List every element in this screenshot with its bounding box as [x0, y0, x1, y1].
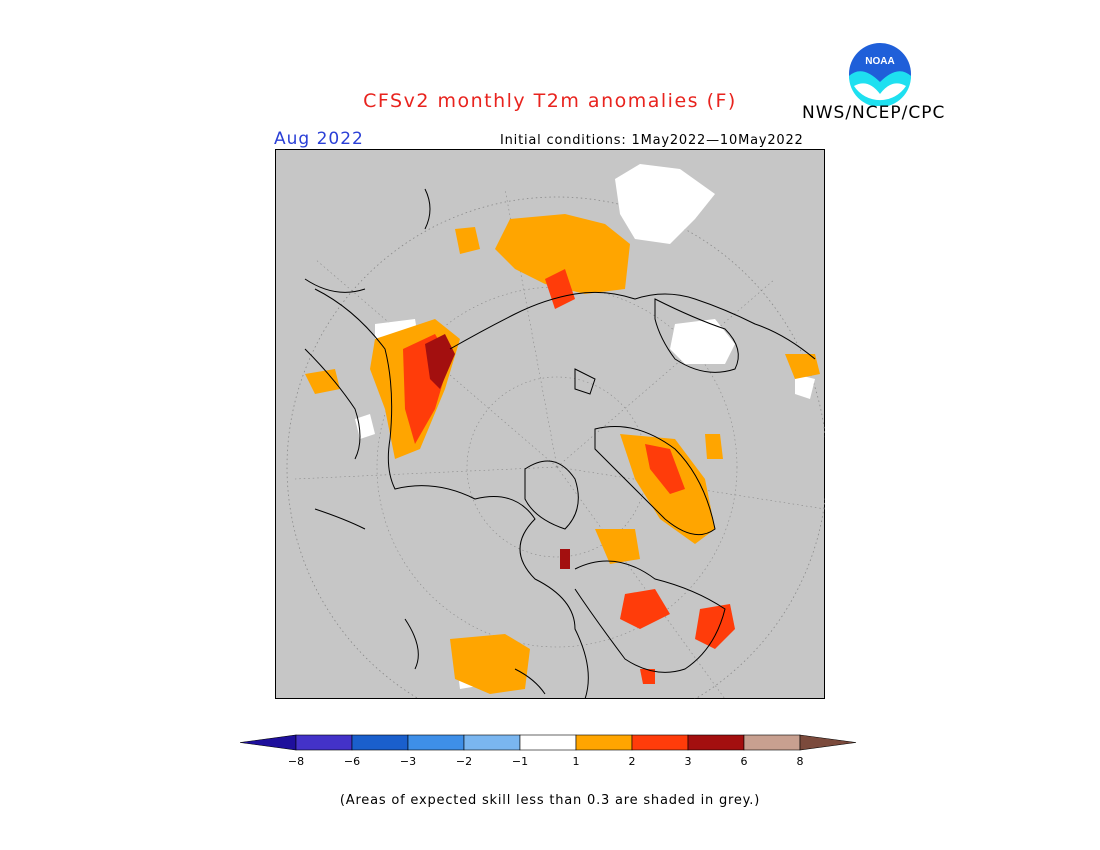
colorbar-bin-3	[407, 734, 465, 751]
colorbar-tick-label: 3	[685, 755, 692, 768]
colorbar: −8 −6 −3 −2 −1 1 2 3 6 8	[240, 734, 857, 768]
colorbar-tick-label: −3	[400, 755, 416, 768]
noaa-logo-icon: NOAA	[849, 43, 911, 106]
initial-conditions-label: Initial conditions: 1May2022—10May2022	[500, 133, 804, 148]
agency-label: NWS/NCEP/CPC	[802, 103, 946, 123]
valid-month-label: Aug 2022	[274, 129, 364, 149]
colorbar-ticks: −8 −6 −3 −2 −1 1 2 3 6 8	[288, 755, 804, 768]
colorbar-bin-4	[463, 734, 521, 751]
colorbar-tick-label: −2	[456, 755, 472, 768]
colorbar-bin-1	[295, 734, 353, 751]
colorbar-tick-label: −8	[288, 755, 304, 768]
polar-map	[275, 149, 825, 699]
colorbar-bin-6	[575, 734, 633, 751]
colorbar-bin-10	[799, 734, 857, 751]
colorbar-tick-label: −6	[344, 755, 360, 768]
colorbar-bin-2	[351, 734, 409, 751]
coastlines	[304, 188, 816, 699]
latitude-circle-mid	[376, 286, 738, 648]
colorbar-bin-9	[743, 734, 801, 751]
colorbar-tick-label: −1	[512, 755, 528, 768]
logo-text: NOAA	[865, 56, 894, 67]
very-warm-anomaly-regions	[425, 334, 570, 569]
colorbar-bin-5	[519, 734, 577, 751]
skill-caption: (Areas of expected skill less than 0.3 a…	[339, 793, 761, 808]
colorbar-tick-label: 1	[573, 755, 580, 768]
colorbar-tick-label: 6	[741, 755, 748, 768]
colorbar-bin-8	[687, 734, 745, 751]
colorbar-bin-0	[240, 734, 297, 751]
colorbar-bins	[240, 734, 857, 751]
colorbar-bin-7	[631, 734, 689, 751]
colorbar-tick-label: 8	[797, 755, 804, 768]
map-title: CFSv2 monthly T2m anomalies (F)	[363, 90, 737, 112]
colorbar-tick-label: 2	[629, 755, 636, 768]
